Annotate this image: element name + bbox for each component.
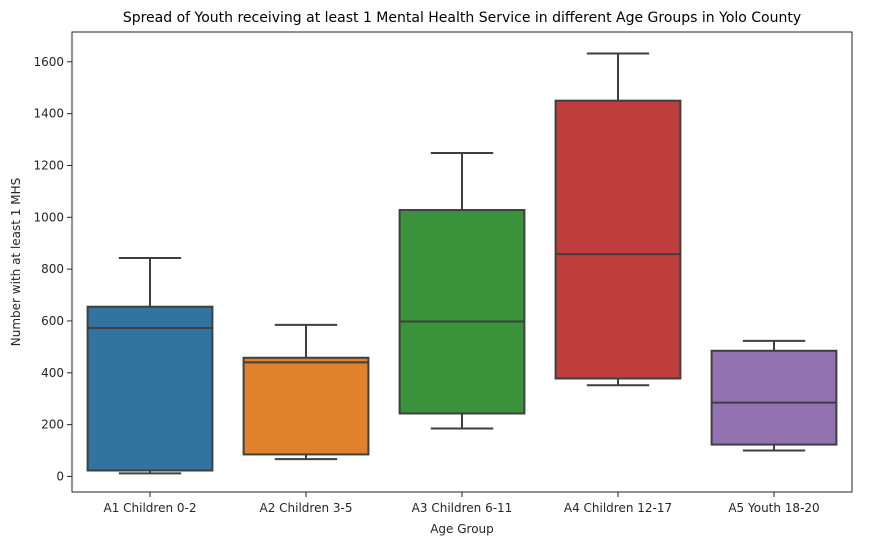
x-tick-label: A5 Youth 18-20 — [728, 501, 819, 515]
y-tick-label: 1400 — [33, 107, 64, 121]
box-iqr — [242, 356, 370, 456]
y-tick-label: 0 — [56, 469, 64, 483]
y-tick-label: 600 — [41, 314, 64, 328]
y-tick-label: 400 — [41, 366, 64, 380]
box-group — [86, 256, 214, 475]
x-tick-label: A3 Children 6-11 — [412, 501, 513, 515]
box-iqr — [554, 99, 682, 380]
y-tick-label: 800 — [41, 262, 64, 276]
y-tick-label: 1000 — [33, 210, 64, 224]
y-tick-label: 200 — [41, 418, 64, 432]
box-group — [398, 152, 526, 430]
box-iqr — [86, 305, 214, 472]
plot-area — [86, 52, 838, 475]
y-axis-title: Number with at least 1 MHS — [9, 178, 23, 346]
box-group — [710, 339, 838, 452]
x-tick-label: A4 Children 12-17 — [564, 501, 672, 515]
x-tick-label: A2 Children 3-5 — [260, 501, 353, 515]
box-iqr — [710, 349, 838, 446]
y-axis: 0 200 400 600 800 1000 1200 1400 1600 — [33, 55, 72, 483]
y-tick-label: 1200 — [33, 158, 64, 172]
x-axis-title: Age Group — [430, 522, 494, 536]
y-tick-label: 1600 — [33, 55, 64, 69]
box-group — [242, 323, 370, 461]
x-tick-label: A1 Children 0-2 — [104, 501, 197, 515]
box-group — [554, 52, 682, 387]
chart-title: Spread of Youth receiving at least 1 Men… — [123, 10, 801, 26]
box-iqr — [398, 209, 526, 415]
x-axis: A1 Children 0-2 A2 Children 3-5 A3 Childre… — [104, 492, 820, 515]
